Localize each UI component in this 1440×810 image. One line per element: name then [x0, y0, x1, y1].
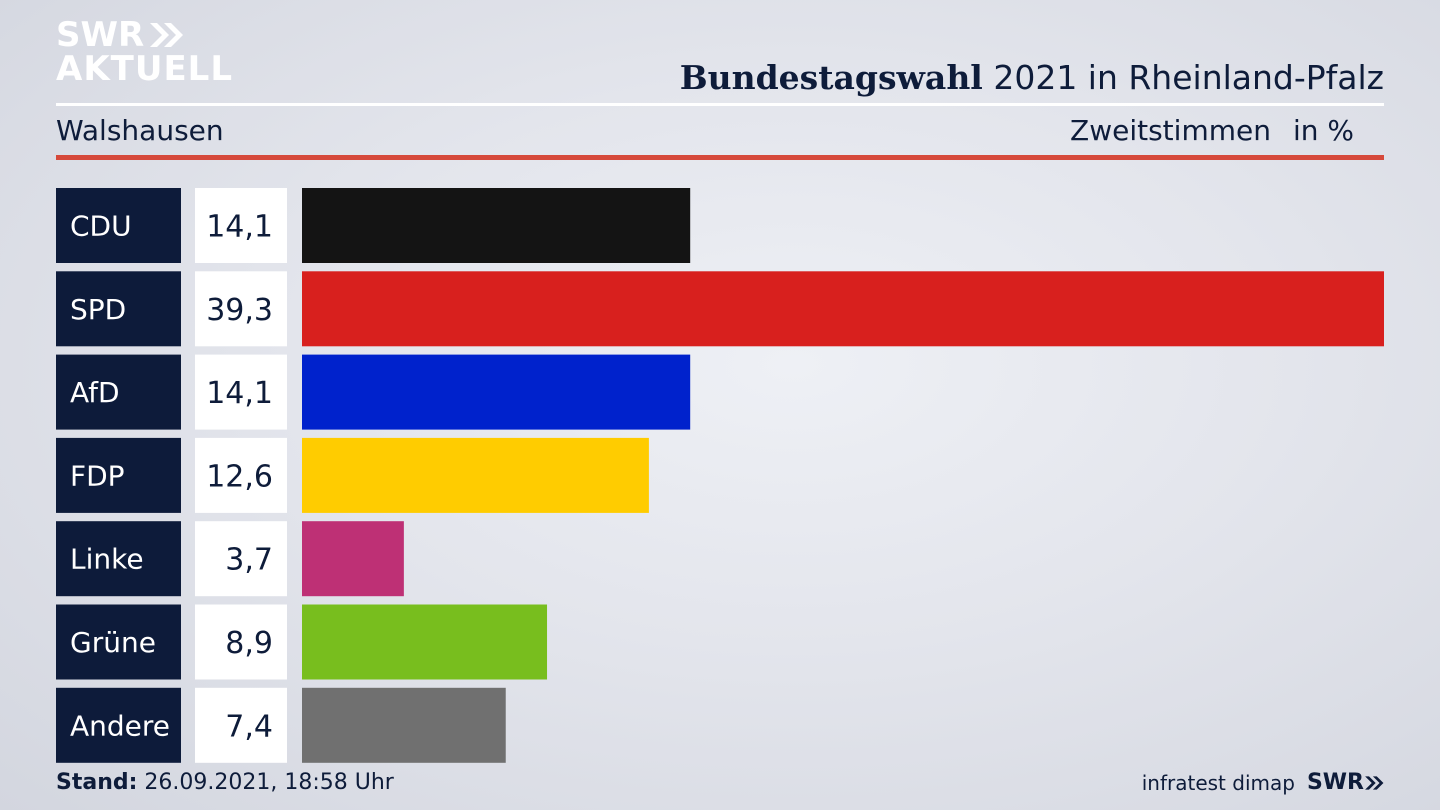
- value-label-fdp: 12,6: [206, 459, 273, 494]
- party-label-spd: SPD: [70, 293, 126, 326]
- vote-type-label: Zweitstimmen: [1070, 114, 1271, 147]
- value-box-afd: [195, 354, 287, 430]
- location-label: Walshausen: [56, 114, 224, 147]
- logo-line-2: AKTUELL: [56, 49, 234, 89]
- stand-label: Stand:: [56, 770, 138, 795]
- footer-logo-text: SWR: [1306, 770, 1364, 795]
- party-label-bg-linke: [56, 521, 181, 597]
- bar-spd: [302, 271, 1384, 347]
- party-label-cdu: CDU: [70, 210, 132, 243]
- vote-type-info: Zweitstimmen in %: [1070, 114, 1354, 147]
- value-box-fdp: [195, 437, 287, 513]
- party-label-fdp: FDP: [70, 459, 125, 492]
- stand-value: 26.09.2021, 18:58 Uhr: [137, 770, 394, 795]
- value-box-spd: [195, 271, 287, 347]
- title-rest: 2021 in Rheinland-Pfalz: [982, 58, 1384, 97]
- value-box-linke: [195, 521, 287, 597]
- value-box-andere: [195, 687, 287, 763]
- bar-afd: [302, 354, 691, 430]
- party-label-bg-spd: [56, 271, 181, 347]
- party-label-linke: Linke: [70, 543, 144, 576]
- party-label-afd: AfD: [70, 376, 120, 409]
- footer-swr-logo: SWR: [1307, 770, 1384, 795]
- unit-label: in %: [1292, 114, 1354, 147]
- title-bold: Bundestagswahl: [679, 58, 983, 97]
- party-label-bg-gr-ne: [56, 604, 181, 680]
- bar-fdp: [302, 437, 649, 513]
- party-label-bg-afd: [56, 354, 181, 430]
- party-label-bg-fdp: [56, 437, 181, 513]
- bar-andere: [302, 687, 506, 763]
- value-label-spd: 39,3: [206, 293, 273, 328]
- value-box-cdu: [195, 188, 287, 263]
- double-chevron-icon: [1365, 775, 1384, 790]
- swr-aktuell-logo: SWR AKTUELL: [56, 18, 233, 86]
- party-label-gr-ne: Grüne: [70, 626, 156, 659]
- value-label-linke: 3,7: [225, 543, 273, 578]
- source-credit: infratest dimap SWR: [1142, 770, 1384, 795]
- logo-line-1: SWR: [56, 15, 145, 55]
- double-chevron-icon: [150, 23, 184, 47]
- page-title: Bundestagswahl 2021 in Rheinland-Pfalz: [680, 58, 1384, 97]
- bar-cdu: [302, 188, 691, 263]
- bar-gr-ne: [302, 604, 548, 680]
- source-label: infratest dimap: [1141, 770, 1295, 795]
- party-label-andere: Andere: [70, 709, 170, 742]
- header-divider: [56, 103, 1384, 106]
- party-label-bg-cdu: [56, 188, 181, 263]
- timestamp: Stand: 26.09.2021, 18:58 Uhr: [56, 770, 394, 795]
- value-label-gr-ne: 8,9: [225, 626, 273, 661]
- accent-divider: [56, 155, 1384, 160]
- value-label-cdu: 14,1: [206, 210, 273, 245]
- value-label-andere: 7,4: [225, 709, 273, 744]
- value-box-gr-ne: [195, 604, 287, 680]
- bar-linke: [302, 521, 404, 597]
- party-label-bg-andere: [56, 687, 181, 763]
- value-label-afd: 14,1: [206, 376, 273, 411]
